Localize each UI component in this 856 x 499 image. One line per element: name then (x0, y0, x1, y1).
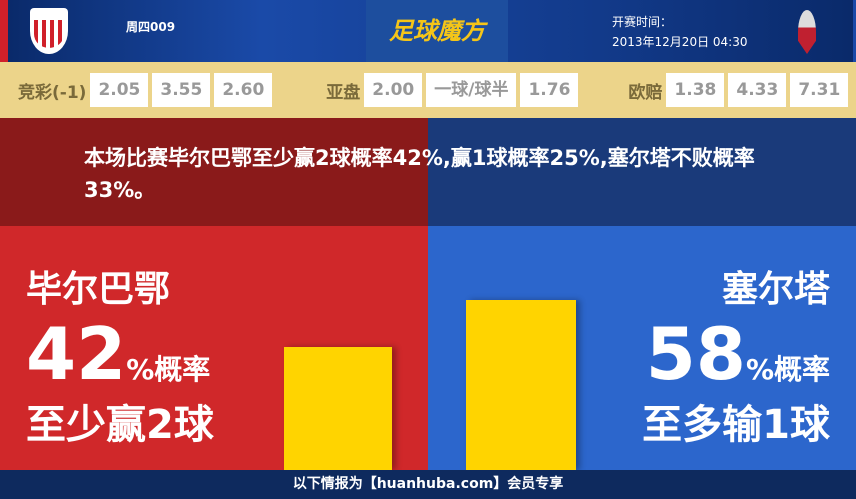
asian-handicap: 一球/球半 (426, 73, 517, 107)
asian-odd: 2.00 (364, 73, 423, 107)
away-panel: 塞尔塔 58%概率 至多输1球 (428, 226, 856, 470)
away-name: 塞尔塔 (721, 269, 830, 310)
asian-label: 亚盘 (326, 82, 361, 103)
euro-odd: 1.38 (666, 73, 725, 107)
home-probability-bar (284, 346, 392, 470)
euro-odd: 4.33 (728, 73, 787, 107)
jingcai-odd: 3.55 (152, 73, 211, 107)
euro-odd: 7.31 (790, 73, 849, 107)
away-result: 至多输1球 (642, 402, 830, 448)
match-id: 周四009 (126, 20, 176, 34)
asian-odd: 1.76 (520, 73, 579, 107)
away-percent-value: 58 (645, 312, 746, 396)
away-percent-suffix: %概率 (745, 353, 830, 386)
jingcai-odd: 2.60 (214, 73, 273, 107)
home-result: 至少赢2球 (26, 402, 214, 448)
away-percent: 58%概率 (646, 312, 830, 396)
jingcai-odd: 2.05 (90, 73, 149, 107)
jingcai-label: 竞彩(-1) (18, 82, 87, 103)
home-percent-value: 42 (26, 312, 127, 396)
brand-logo: 足球魔方 (366, 0, 508, 62)
home-percent: 42%概率 (26, 312, 210, 396)
celta-logo (798, 10, 816, 54)
athletic-club-logo (30, 8, 68, 54)
footer-notice[interactable]: 以下情报为【huanhuba.com】会员专享 (0, 470, 856, 499)
odds-bar: 竞彩(-1) 2.05 3.55 2.60 亚盘 2.00 一球/球半 1.76… (0, 62, 856, 118)
home-panel: 毕尔巴鄂 42%概率 至少赢2球 (0, 226, 428, 470)
kickoff-time: 2013年12月20日 04:30 (612, 35, 748, 49)
kickoff-label: 开赛时间： (612, 15, 673, 29)
summary-banner: 本场比赛毕尔巴鄂至少赢2球概率42%,赢1球概率25%,塞尔塔不败概率33%。 (0, 118, 856, 226)
home-percent-suffix: %概率 (126, 353, 211, 386)
euro-label: 欧赔 (628, 82, 663, 103)
away-probability-bar (466, 300, 576, 470)
kickoff: 开赛时间： 2013年12月20日 04:30 (612, 12, 747, 52)
home-name: 毕尔巴鄂 (26, 269, 171, 310)
summary-text: 本场比赛毕尔巴鄂至少赢2球概率42%,赢1球概率25%,塞尔塔不败概率33%。 (84, 146, 755, 202)
header: 周四009 足球魔方 开赛时间： 2013年12月20日 04:30 (0, 0, 856, 62)
